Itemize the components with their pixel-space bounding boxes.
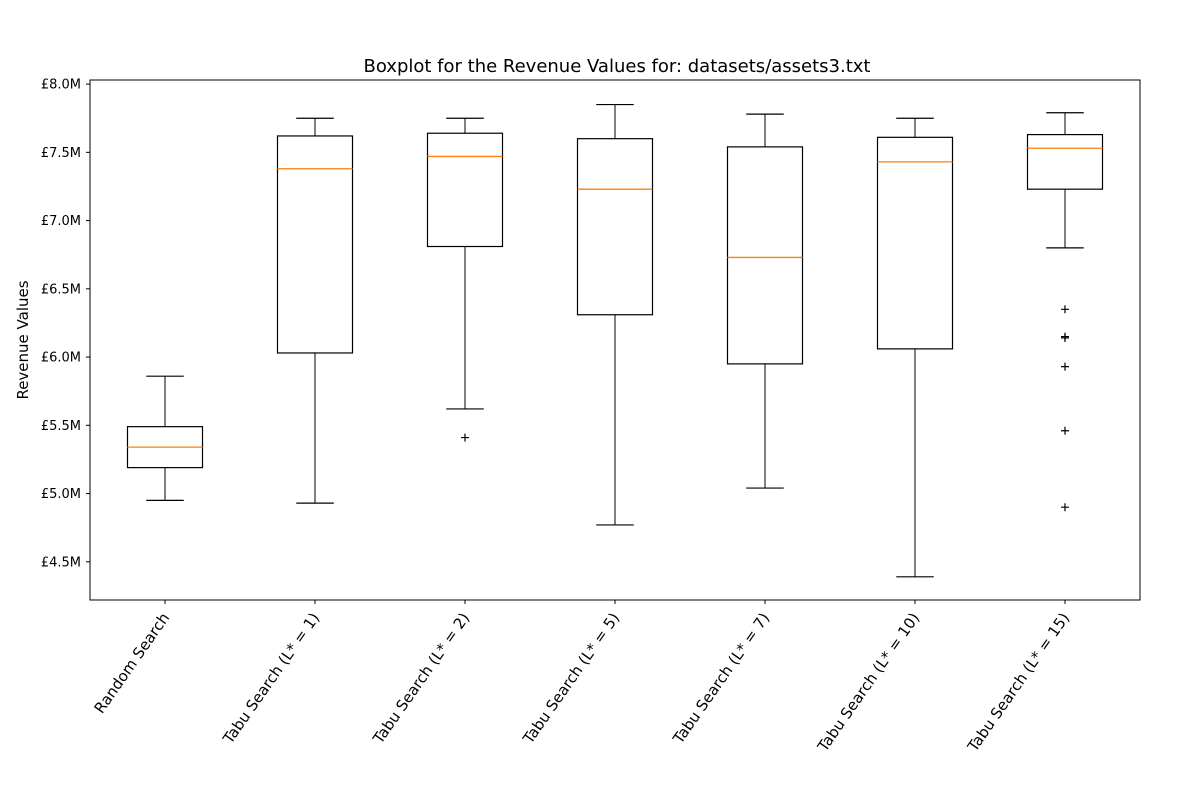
plot-frame xyxy=(89,79,1141,601)
y-axis-label: Revenue Values xyxy=(14,280,32,399)
y-tick-label: £7.0M xyxy=(41,214,81,229)
box-iqr xyxy=(426,132,504,248)
x-tick-label: Tabu Search (L* = 2) xyxy=(369,609,473,747)
box-iqr xyxy=(726,146,804,365)
x-tick-label: Tabu Search (L* = 7) xyxy=(669,609,773,747)
x-tick-label: Tabu Search (L* = 1) xyxy=(219,609,323,747)
y-tick-label: £5.5M xyxy=(41,419,81,434)
y-tick-label: £7.5M xyxy=(41,146,81,161)
x-tick-label: Tabu Search (L* = 5) xyxy=(519,609,623,747)
outlier-point xyxy=(461,433,469,442)
outlier-point xyxy=(1061,426,1069,435)
x-tick-label: Tabu Search (L* = 15) xyxy=(963,609,1073,755)
y-tick-label: £8.0M xyxy=(41,78,81,93)
x-tick-label: Tabu Search (L* = 10) xyxy=(813,609,923,755)
plot-area: £4.5M £5.0M £5.5M £6.0M £6.5M £7.0M £7.5M £8.0M… xyxy=(41,78,1104,756)
outlier-point xyxy=(1061,362,1069,371)
chart-title: Boxplot for the Revenue Values for: data… xyxy=(363,56,870,77)
box-iqr xyxy=(276,135,354,354)
box-iqr xyxy=(1026,133,1104,190)
y-tick-label: £4.5M xyxy=(41,555,81,570)
outlier-point xyxy=(1061,305,1069,314)
x-tick-label: Random Search xyxy=(91,609,174,716)
box-iqr xyxy=(876,136,954,350)
outlier-point xyxy=(1061,333,1069,342)
y-tick-label: £6.5M xyxy=(41,282,81,297)
outlier-point xyxy=(1061,503,1069,512)
box-iqr xyxy=(576,138,654,316)
y-tick-label: £6.0M xyxy=(41,351,81,366)
y-tick-label: £5.0M xyxy=(41,487,81,502)
